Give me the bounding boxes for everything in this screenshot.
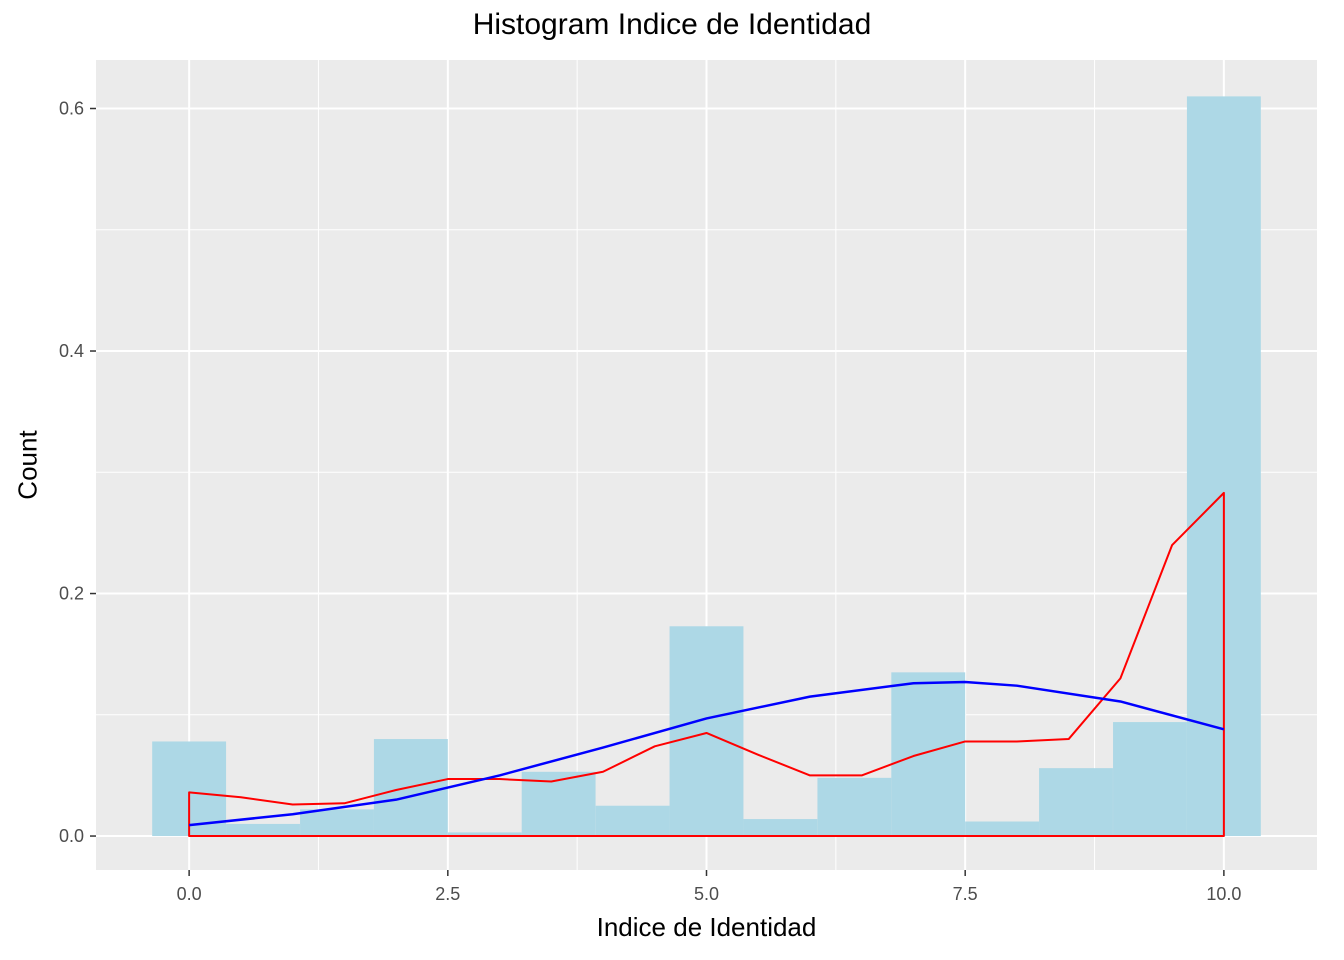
histogram-bar [743, 819, 818, 837]
density-curve [188, 491, 1225, 838]
histogram-bar [595, 805, 670, 837]
x-axis: 0.0 2.5 5.0 7.5 10.0 [177, 870, 1241, 904]
chart-title: Histogram Indice de Identidad [472, 8, 872, 41]
y-tick-label: 0.6 [59, 99, 84, 119]
x-tick-label: 7.5 [953, 884, 978, 904]
smooth-curve [188, 680, 1225, 827]
curves [188, 491, 1225, 838]
histogram-bar [1113, 722, 1187, 837]
histogram-bar [1039, 768, 1113, 837]
y-tick-label: 0.4 [59, 341, 84, 361]
histogram-bar [300, 809, 374, 837]
histogram-bar [891, 672, 966, 837]
histogram-bar [669, 626, 744, 837]
x-tick-label: 0.0 [177, 884, 202, 904]
x-tick-label: 5.0 [694, 884, 719, 904]
histogram-bar [965, 821, 1040, 837]
x-tick-label: 2.5 [435, 884, 460, 904]
x-tick-label: 10.0 [1206, 884, 1241, 904]
y-tick-label: 0.0 [59, 826, 84, 846]
x-axis-label: Indice de Identidad [596, 912, 817, 942]
y-axis-label: Count [12, 430, 43, 500]
y-axis: 0.0 0.2 0.4 0.6 [59, 99, 96, 846]
y-tick-label: 0.2 [59, 584, 84, 604]
histogram-bar [817, 777, 892, 837]
histogram-bar [226, 823, 300, 837]
histogram-bar [447, 832, 522, 837]
histogram-bars [152, 96, 1261, 837]
histogram-bar [521, 771, 596, 837]
